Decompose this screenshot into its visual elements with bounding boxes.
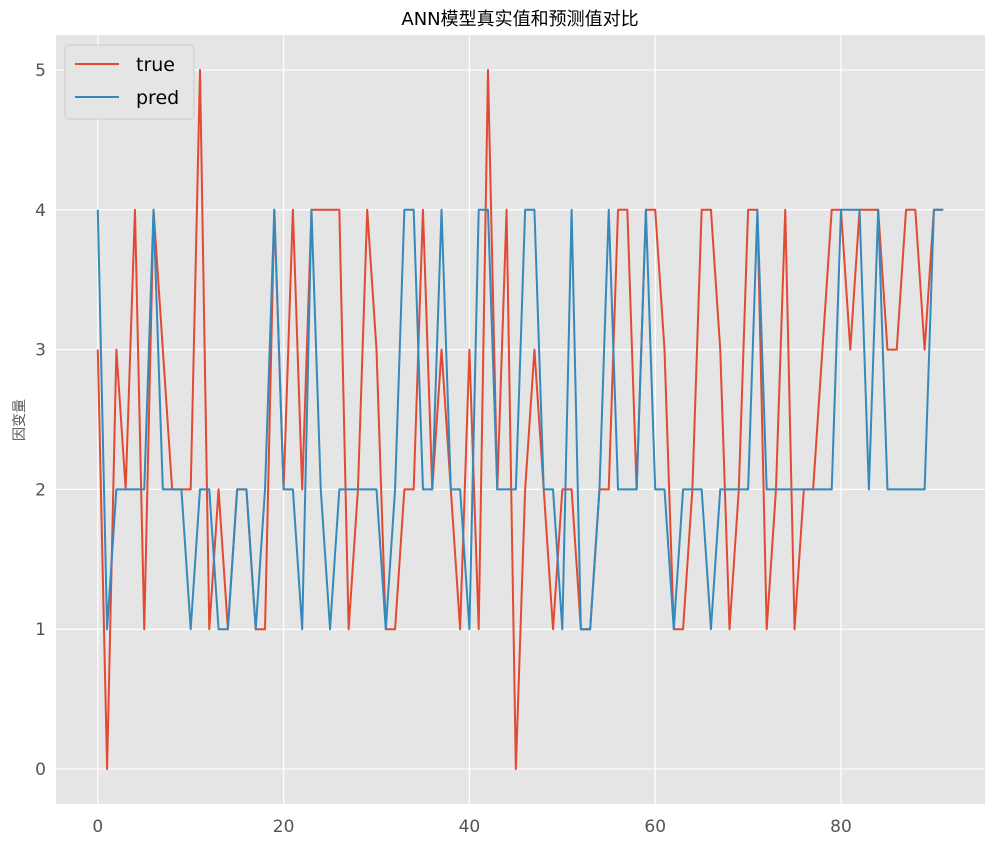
chart-title: ANN模型真实值和预测值对比 bbox=[401, 9, 638, 30]
y-axis-label: 因变量 bbox=[12, 399, 28, 441]
x-tick-label: 60 bbox=[644, 817, 666, 837]
x-tick-label: 0 bbox=[92, 817, 103, 837]
x-tick-label: 80 bbox=[830, 817, 852, 837]
y-tick-label: 1 bbox=[35, 620, 46, 640]
x-tick-label: 20 bbox=[273, 817, 295, 837]
legend-true-label: true bbox=[136, 54, 175, 76]
x-tick-label: 40 bbox=[459, 817, 481, 837]
y-tick-label: 0 bbox=[35, 760, 46, 780]
legend-pred-label: pred bbox=[136, 87, 179, 109]
y-tick-label: 4 bbox=[35, 201, 46, 221]
y-tick-label: 3 bbox=[35, 341, 46, 361]
y-tick-label: 2 bbox=[35, 480, 46, 500]
y-tick-label: 5 bbox=[35, 61, 46, 81]
legend: true pred bbox=[65, 45, 194, 119]
plot-background bbox=[56, 35, 985, 804]
